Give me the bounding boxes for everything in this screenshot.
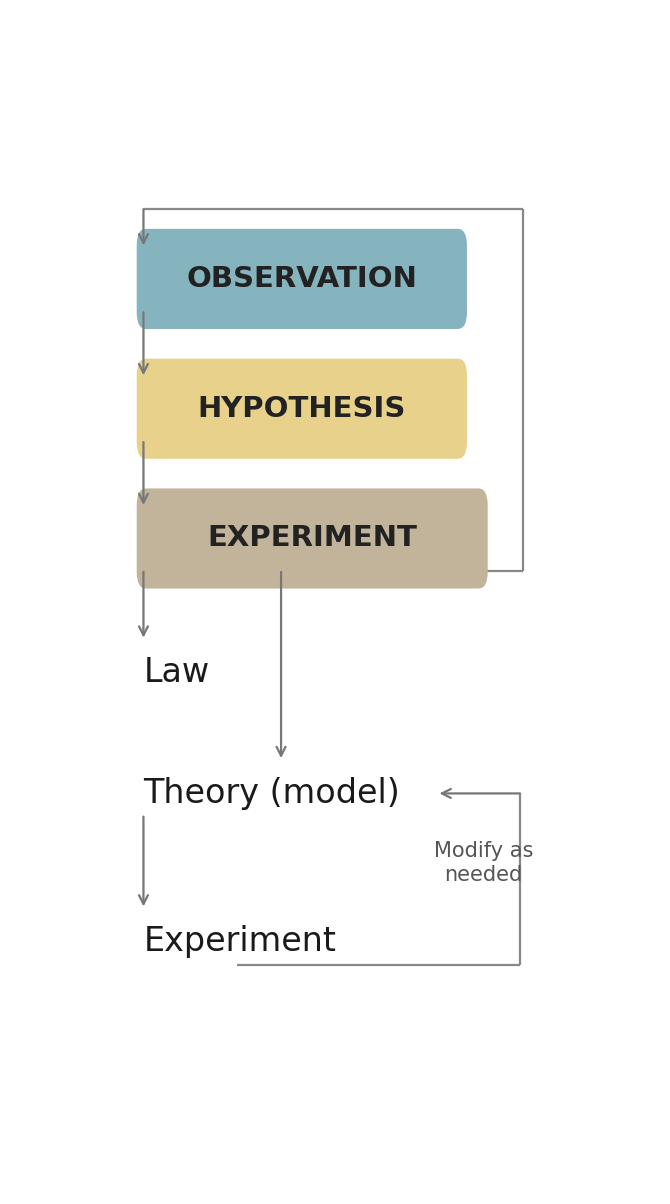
FancyBboxPatch shape: [137, 229, 467, 329]
Text: EXPERIMENT: EXPERIMENT: [207, 525, 417, 553]
Text: Theory (model): Theory (model): [143, 777, 400, 810]
Text: Modify as
needed: Modify as needed: [434, 842, 533, 885]
FancyBboxPatch shape: [137, 489, 488, 589]
FancyBboxPatch shape: [137, 359, 467, 459]
Text: Law: Law: [143, 656, 210, 690]
Text: HYPOTHESIS: HYPOTHESIS: [198, 395, 406, 423]
Text: Experiment: Experiment: [143, 925, 336, 958]
Text: OBSERVATION: OBSERVATION: [186, 265, 417, 293]
